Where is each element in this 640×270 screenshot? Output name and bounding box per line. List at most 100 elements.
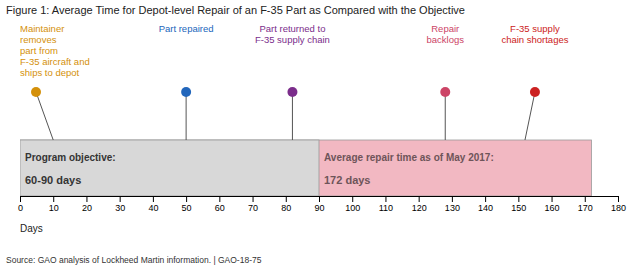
annotation-arrow (36, 92, 53, 140)
tick: 180 (611, 196, 626, 213)
tick-label: 170 (578, 203, 593, 213)
annotation-icon (530, 87, 540, 97)
tick: 0 (18, 196, 23, 213)
annotation-text: Part returned toF-35 supply chain (255, 23, 330, 45)
tick-mark (352, 196, 353, 202)
tick-mark (86, 196, 87, 202)
annotation-line: Part repaired (159, 23, 214, 34)
tick: 160 (545, 196, 560, 213)
data-label: 172 days (324, 174, 370, 186)
annotation-icon (181, 87, 191, 97)
tick-label: 80 (281, 203, 291, 213)
annotations: Maintainerremovespart fromF-35 aircraft … (20, 23, 569, 140)
tick-label: 50 (182, 203, 192, 213)
tick-label: 180 (611, 203, 626, 213)
tick-label: 70 (248, 203, 258, 213)
tick-mark (485, 196, 486, 202)
tick-mark (186, 196, 187, 202)
annotation-text: F-35 supplychain shortages (501, 23, 568, 45)
tick-mark (552, 196, 553, 202)
tick-mark (153, 196, 154, 202)
annotation-line: removes (20, 34, 57, 45)
annotation-line: F-35 supply chain (255, 34, 330, 45)
data-label: 60-90 days (25, 174, 81, 186)
bar (20, 140, 319, 196)
x-axis-title: Days (20, 223, 43, 234)
tick-label: 40 (148, 203, 158, 213)
annotation-arrow (292, 92, 293, 140)
tick: 90 (314, 196, 324, 213)
tick: 100 (345, 196, 360, 213)
tick: 40 (148, 196, 158, 213)
annotation-text: Repairbacklogs (426, 23, 464, 45)
tick-mark (120, 196, 121, 202)
annotation-line: chain shortages (501, 34, 568, 45)
tick-label: 130 (445, 203, 460, 213)
tick-label: 20 (82, 203, 92, 213)
annotation-arrow (186, 92, 187, 140)
tick-label: 10 (49, 203, 59, 213)
tick-mark (253, 196, 254, 202)
tick-mark (518, 196, 519, 202)
tick: 120 (412, 196, 427, 213)
tick: 70 (248, 196, 258, 213)
tick: 130 (445, 196, 460, 213)
chart-container: Figure 1: Average Time for Depot-level R… (0, 0, 640, 270)
tick: 60 (215, 196, 225, 213)
series-label: Average repair time as of May 2017: (324, 152, 494, 163)
annotation-text: Part repaired (159, 23, 214, 34)
tick-mark (385, 196, 386, 202)
tick: 50 (182, 196, 192, 213)
source: Source: GAO analysis of Lockheed Martin … (6, 255, 262, 265)
annotation-line: F-35 supply (510, 23, 560, 34)
tick-mark (286, 196, 287, 202)
tick-label: 160 (545, 203, 560, 213)
tick: 20 (82, 196, 92, 213)
tick-label: 90 (314, 203, 324, 213)
annotation-line: part from (20, 45, 58, 56)
tick-label: 110 (379, 203, 393, 213)
tick: 80 (281, 196, 291, 213)
annotation-arrow (445, 92, 446, 140)
series-label: Program objective: (25, 152, 116, 163)
annotation-arrow (525, 92, 535, 140)
tick-label: 100 (345, 203, 360, 213)
bar-labels: Program objective: 60-90 days Average repa… (25, 152, 494, 185)
x-axis: 0 10 20 30 40 50 60 70 80 90 100 110 120 130 140 150 160… (18, 196, 626, 213)
tick-label: 60 (215, 203, 225, 213)
bars (20, 140, 591, 196)
tick-mark (618, 196, 619, 202)
annotation-line: Part returned to (259, 23, 325, 34)
annotation-line: backlogs (426, 34, 464, 45)
tick: 170 (578, 196, 593, 213)
bar (20, 140, 591, 196)
tick: 110 (379, 196, 393, 213)
tick-mark (585, 196, 586, 202)
annotation-icon (31, 87, 41, 97)
tick-mark (319, 196, 320, 202)
tick: 30 (115, 196, 125, 213)
annotation-line: Repair (431, 23, 459, 34)
annotation-line: F-35 aircraft and (20, 56, 90, 67)
tick-label: 150 (511, 203, 526, 213)
title: Figure 1: Average Time for Depot-level R… (6, 4, 465, 16)
tick-label: 0 (18, 203, 23, 213)
tick: 140 (478, 196, 493, 213)
tick-mark (419, 196, 420, 202)
annotation-icon (287, 87, 297, 97)
chart-svg: Figure 1: Average Time for Depot-level R… (0, 0, 640, 270)
tick: 150 (511, 196, 526, 213)
annotation-text: Maintainerremovespart fromF-35 aircraft … (20, 23, 90, 78)
annotation-line: ships to depot (20, 67, 80, 78)
tick-mark (452, 196, 453, 202)
tick-mark (53, 196, 54, 202)
tick-mark (219, 196, 220, 202)
annotation-line: Maintainer (20, 23, 64, 34)
annotation-icon (440, 87, 450, 97)
tick-label: 30 (115, 203, 125, 213)
axis-line (21, 197, 619, 203)
tick-mark (20, 196, 21, 202)
tick: 10 (49, 196, 59, 213)
tick-label: 120 (412, 203, 427, 213)
tick-label: 140 (478, 203, 493, 213)
